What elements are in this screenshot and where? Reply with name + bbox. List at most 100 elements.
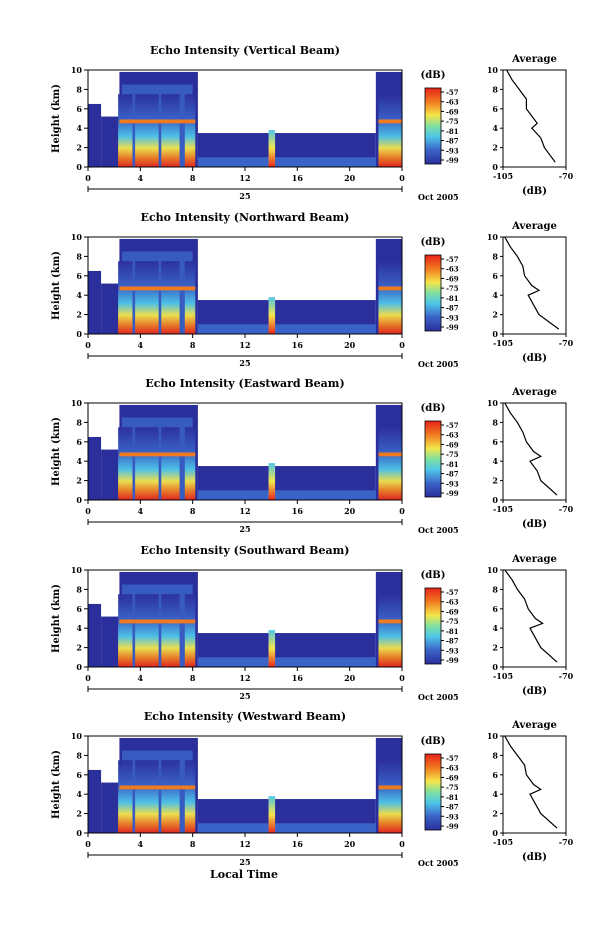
chart-panel-5: Echo Intensity (Westward Beam) 0 2 4 6 8 10 Hei…	[51, 710, 574, 868]
colorbar-tick-label: -81	[446, 460, 459, 469]
average-x-tick-label: -70	[559, 338, 574, 348]
colorbar-unit: (dB)	[421, 570, 446, 581]
chart-title: Echo Intensity (Southward Beam)	[141, 544, 350, 557]
convective-column-5	[378, 94, 402, 167]
echo-spike	[268, 630, 276, 667]
colorbar-tick-label: -75	[446, 783, 459, 792]
y-tick-label: 4	[76, 623, 82, 633]
bright-band-night	[378, 286, 402, 291]
colorbar-tick-label: -63	[446, 764, 459, 773]
y-tick-label: 8	[76, 750, 82, 760]
x-tick-label: 12	[239, 506, 250, 516]
colorbar-tick-label: -87	[446, 803, 459, 812]
x-tick-label: 0	[399, 173, 405, 183]
date-label: Oct 2005	[418, 858, 459, 868]
colorbar-tick-label: -69	[446, 107, 459, 116]
colorbar-tick-label: -57	[446, 588, 459, 597]
medium-echo-low-layer	[197, 157, 376, 167]
average-title: Average	[511, 387, 557, 398]
colorbar-unit: (dB)	[421, 403, 446, 414]
convective-column-5	[378, 261, 402, 334]
convective-column-1	[118, 594, 133, 667]
x-tick-label: 0	[85, 673, 91, 683]
y-tick-label: 10	[71, 65, 83, 75]
convective-column-4	[184, 94, 196, 167]
average-x-tick-label: -70	[559, 171, 574, 181]
average-x-tick-label: -105	[493, 171, 513, 181]
colorbar-tick-label: -87	[446, 137, 459, 146]
convective-column-5	[378, 594, 402, 667]
convective-column-4	[184, 594, 196, 667]
x-tick-label: 4	[138, 506, 144, 516]
colorbar-unit: (dB)	[421, 70, 446, 81]
y-tick-label: 10	[71, 398, 83, 408]
y-tick-label: 4	[76, 290, 82, 300]
chart-title: Echo Intensity (Westward Beam)	[144, 710, 346, 723]
weak-echo-early-low	[101, 116, 120, 167]
chart-title: Echo Intensity (Vertical Beam)	[150, 44, 340, 57]
average-y-tick-label: 2	[492, 476, 498, 486]
x-tick-label: 0	[399, 673, 405, 683]
y-tick-label: 2	[76, 143, 82, 153]
colorbar-tick-label: -63	[446, 98, 459, 107]
y-tick-label: 2	[76, 809, 82, 819]
date-label: Oct 2005	[418, 525, 459, 535]
convective-column-1	[118, 261, 133, 334]
average-title: Average	[511, 720, 557, 731]
average-y-tick-label: 0	[492, 329, 498, 339]
average-x-label: (dB)	[522, 519, 547, 530]
bright-band-morning	[119, 452, 196, 457]
average-y-tick-label: 2	[492, 643, 498, 653]
y-tick-label: 0	[76, 162, 82, 172]
y-tick-label: 10	[71, 565, 83, 575]
y-tick-label: 0	[76, 828, 82, 838]
y-tick-label: 8	[76, 84, 82, 94]
colorbar-tick-label: -75	[446, 284, 459, 293]
weak-echo-early	[88, 436, 102, 500]
bright-band-morning	[119, 286, 196, 291]
convective-column-3	[161, 760, 180, 833]
convective-column-2	[135, 760, 159, 833]
average-x-tick-label: -105	[493, 338, 513, 348]
colorbar-tick-label: -99	[446, 156, 459, 165]
y-axis-label: Height (km)	[51, 417, 62, 486]
weak-echo-early-low	[101, 782, 120, 833]
convective-column-3	[161, 427, 180, 500]
average-y-tick-label: 10	[487, 731, 499, 741]
average-y-tick-label: 2	[492, 310, 498, 320]
colorbar-unit: (dB)	[421, 237, 446, 248]
average-profile-line	[504, 402, 558, 496]
date-label: Oct 2005	[418, 359, 459, 369]
colorbar-tick-label: -99	[446, 323, 459, 332]
colorbar	[424, 254, 442, 332]
bright-band-morning	[119, 619, 196, 624]
average-y-tick-label: 4	[492, 123, 498, 133]
colorbar-tick-label: -75	[446, 117, 459, 126]
day-label: 25	[239, 358, 250, 368]
average-x-tick-label: -105	[493, 671, 513, 681]
average-title: Average	[511, 554, 557, 565]
y-tick-label: 6	[76, 271, 82, 281]
weak-echo-early	[88, 769, 102, 833]
bright-band-night	[378, 452, 402, 457]
echo-spike	[268, 130, 276, 167]
x-tick-label: 16	[292, 340, 304, 350]
echo-spike	[268, 796, 276, 833]
convective-column-1	[118, 760, 133, 833]
colorbar-unit: (dB)	[421, 736, 446, 747]
y-tick-label: 0	[76, 662, 82, 672]
convective-column-4	[184, 760, 196, 833]
average-profile-line	[504, 735, 558, 829]
echo-spike	[268, 463, 276, 500]
colorbar-tick-label: -57	[446, 255, 459, 264]
average-x-label: (dB)	[522, 186, 547, 197]
average-y-tick-label: 8	[492, 584, 498, 594]
convective-column-3	[161, 594, 180, 667]
colorbar-tick-label: -57	[446, 88, 459, 97]
y-tick-label: 2	[76, 310, 82, 320]
colorbar-tick-label: -93	[446, 146, 459, 155]
average-y-tick-label: 2	[492, 143, 498, 153]
convective-column-5	[378, 760, 402, 833]
colorbar-tick-label: -69	[446, 607, 459, 616]
average-y-tick-label: 6	[492, 104, 498, 114]
